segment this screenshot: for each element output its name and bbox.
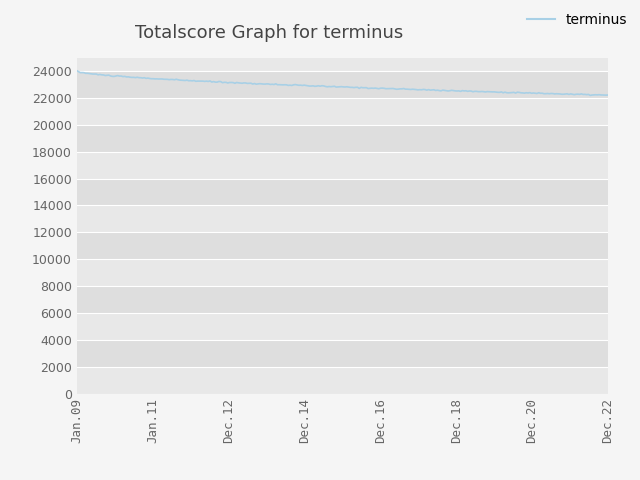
Bar [77, 367, 608, 394]
Bar [77, 179, 608, 205]
Bar [77, 152, 608, 179]
Bar [77, 286, 608, 313]
Bar [77, 259, 608, 286]
Bar [77, 313, 608, 340]
Text: Totalscore Graph for terminus: Totalscore Graph for terminus [134, 24, 403, 42]
Bar [77, 98, 608, 125]
Bar [77, 71, 608, 98]
Bar [77, 205, 608, 232]
Bar [77, 340, 608, 367]
Bar [77, 232, 608, 259]
Bar [77, 125, 608, 152]
Legend: terminus: terminus [522, 7, 633, 32]
